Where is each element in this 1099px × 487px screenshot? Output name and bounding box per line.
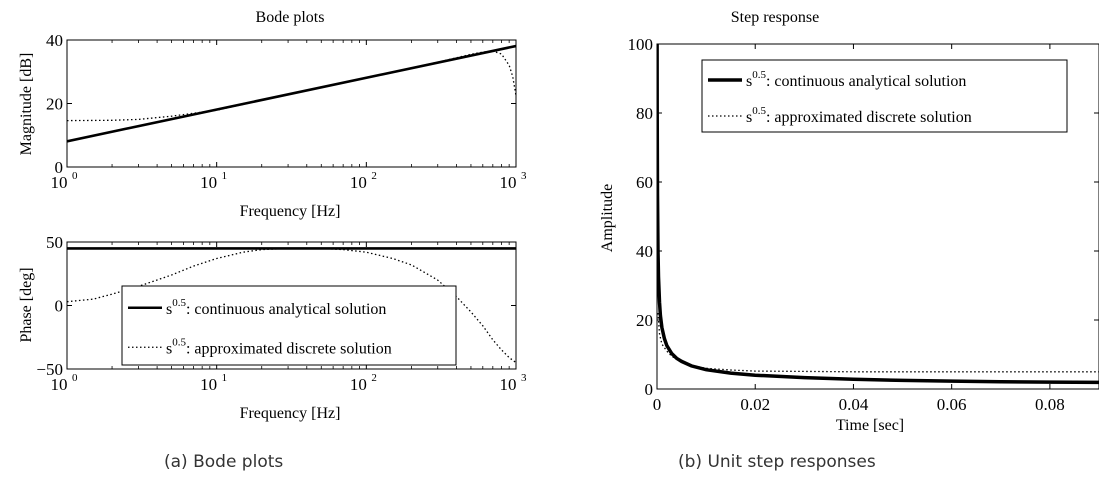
x-tick-label: 0.08 xyxy=(1035,395,1065,414)
x-tick-exponent: 3 xyxy=(521,170,527,182)
y-tick-label: 20 xyxy=(46,95,63,114)
y-tick-label: 80 xyxy=(636,104,653,123)
x-tick-label: 0.02 xyxy=(740,395,770,414)
x-tick-label: 10 xyxy=(200,173,217,192)
legend-exponent: 0.5 xyxy=(172,297,186,309)
x-tick-label: 10 xyxy=(500,375,517,394)
caption-bode-plots: (a) Bode plots xyxy=(164,452,283,472)
legend-label: : approximated discrete solution xyxy=(766,109,972,126)
chart-title: Bode plots xyxy=(256,9,325,26)
x-tick-label: 10 xyxy=(350,375,367,394)
legend-entry: s0.5: approximated discrete solution xyxy=(166,336,392,357)
y-tick-label: 40 xyxy=(46,31,63,50)
x-axis-label: Frequency [Hz] xyxy=(240,203,341,220)
y-tick-label: 50 xyxy=(46,233,63,252)
x-tick-label: 10 xyxy=(200,375,217,394)
x-tick-exponent: 1 xyxy=(222,372,228,384)
x-tick-label: 10 xyxy=(500,173,517,192)
legend-exponent: 0.5 xyxy=(172,336,186,348)
y-tick-label: 100 xyxy=(628,35,654,54)
y-tick-label: 0 xyxy=(55,297,64,316)
series-line-discrete xyxy=(658,313,1099,372)
y-tick-label: −50 xyxy=(36,360,63,379)
x-tick-label: 0 xyxy=(653,395,662,414)
legend-entry: s0.5: continuous analytical solution xyxy=(746,69,966,90)
legend-entry: s0.5: continuous analytical solution xyxy=(166,297,386,318)
x-tick-exponent: 3 xyxy=(521,372,527,384)
x-tick-label: 0.04 xyxy=(839,395,869,414)
caption-step-responses: (b) Unit step responses xyxy=(678,452,876,472)
legend-label: : approximated discrete solution xyxy=(186,340,392,357)
x-tick-label: 10 xyxy=(350,173,367,192)
y-tick-label: 60 xyxy=(636,173,653,192)
x-axis-label: Time [sec] xyxy=(836,417,904,434)
y-tick-label: 0 xyxy=(55,158,64,177)
y-tick-label: 0 xyxy=(645,380,654,399)
y-axis-label: Amplitude xyxy=(599,184,616,252)
x-tick-exponent: 1 xyxy=(222,170,228,182)
y-tick-label: 20 xyxy=(636,311,653,330)
chart-title: Step response xyxy=(731,9,819,26)
step-response-plot: 0 0.02 0.04 0.06 0.08 0 20 40 60 80 100 Step respon… xyxy=(599,9,1099,434)
y-axis-label: Phase [deg] xyxy=(18,267,35,342)
x-tick-exponent: 0 xyxy=(72,170,78,182)
x-tick-exponent: 2 xyxy=(371,372,377,384)
legend-label: : continuous analytical solution xyxy=(186,301,386,318)
series-line-continuous xyxy=(67,46,516,141)
x-tick-label: 0.06 xyxy=(937,395,967,414)
legend-entry: s0.5: approximated discrete solution xyxy=(746,105,972,126)
y-axis-label: Magnitude [dB] xyxy=(18,53,35,156)
legend-label: : continuous analytical solution xyxy=(766,73,966,90)
x-tick-exponent: 0 xyxy=(72,372,78,384)
y-tick-label: 40 xyxy=(636,242,653,261)
x-axis-label: Frequency [Hz] xyxy=(240,405,341,422)
legend-exponent: 0.5 xyxy=(752,69,766,81)
x-tick-exponent: 2 xyxy=(371,170,377,182)
legend-exponent: 0.5 xyxy=(752,105,766,117)
